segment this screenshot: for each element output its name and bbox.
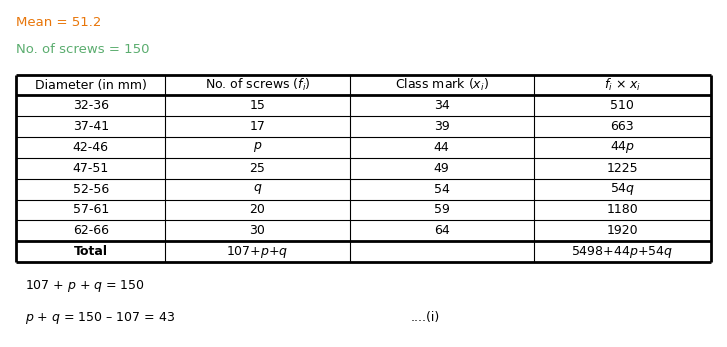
Text: Diameter (in mm): Diameter (in mm) bbox=[35, 78, 147, 92]
Text: 39: 39 bbox=[434, 120, 449, 133]
Text: 34: 34 bbox=[434, 99, 449, 112]
Text: 54: 54 bbox=[434, 183, 449, 196]
Text: 510: 510 bbox=[611, 99, 635, 112]
Text: 64: 64 bbox=[434, 224, 449, 237]
Text: 1180: 1180 bbox=[606, 203, 638, 217]
Text: 54$q$: 54$q$ bbox=[610, 181, 635, 197]
Text: 37-41: 37-41 bbox=[73, 120, 109, 133]
Text: 663: 663 bbox=[611, 120, 634, 133]
Text: 57-61: 57-61 bbox=[73, 203, 109, 217]
Text: No. of screws ($f_i$): No. of screws ($f_i$) bbox=[204, 77, 310, 93]
Text: 5498+44$p$+54$q$: 5498+44$p$+54$q$ bbox=[571, 244, 673, 260]
Text: 44: 44 bbox=[434, 141, 449, 154]
Text: $f_i$ × $x_i$: $f_i$ × $x_i$ bbox=[603, 77, 641, 93]
Text: 20: 20 bbox=[249, 203, 265, 217]
Text: 49: 49 bbox=[434, 162, 449, 175]
Text: 107+$p$+$q$: 107+$p$+$q$ bbox=[226, 244, 289, 260]
Text: 25: 25 bbox=[249, 162, 265, 175]
Text: Total: Total bbox=[73, 245, 108, 258]
Text: 42-46: 42-46 bbox=[73, 141, 109, 154]
Text: 107 + $p$ + $q$ = 150: 107 + $p$ + $q$ = 150 bbox=[25, 278, 145, 294]
Text: 17: 17 bbox=[249, 120, 265, 133]
Text: 47-51: 47-51 bbox=[73, 162, 109, 175]
Text: 44$p$: 44$p$ bbox=[610, 139, 635, 155]
Text: 59: 59 bbox=[434, 203, 449, 217]
Text: $p$ + $q$ = 150 – 107 = 43: $p$ + $q$ = 150 – 107 = 43 bbox=[25, 310, 175, 325]
Text: ....(i): ....(i) bbox=[411, 311, 440, 324]
Text: $q$: $q$ bbox=[253, 182, 262, 196]
Text: 32-36: 32-36 bbox=[73, 99, 109, 112]
Text: 15: 15 bbox=[249, 99, 265, 112]
Text: Class mark ($x_i$): Class mark ($x_i$) bbox=[395, 77, 489, 93]
Text: 1225: 1225 bbox=[606, 162, 638, 175]
Text: 30: 30 bbox=[249, 224, 265, 237]
Text: 1920: 1920 bbox=[606, 224, 638, 237]
Text: Mean = 51.2: Mean = 51.2 bbox=[16, 16, 101, 28]
Text: No. of screws = 150: No. of screws = 150 bbox=[16, 43, 150, 56]
Text: $p$: $p$ bbox=[253, 141, 262, 154]
Text: 52-56: 52-56 bbox=[73, 183, 109, 196]
Text: 62-66: 62-66 bbox=[73, 224, 109, 237]
